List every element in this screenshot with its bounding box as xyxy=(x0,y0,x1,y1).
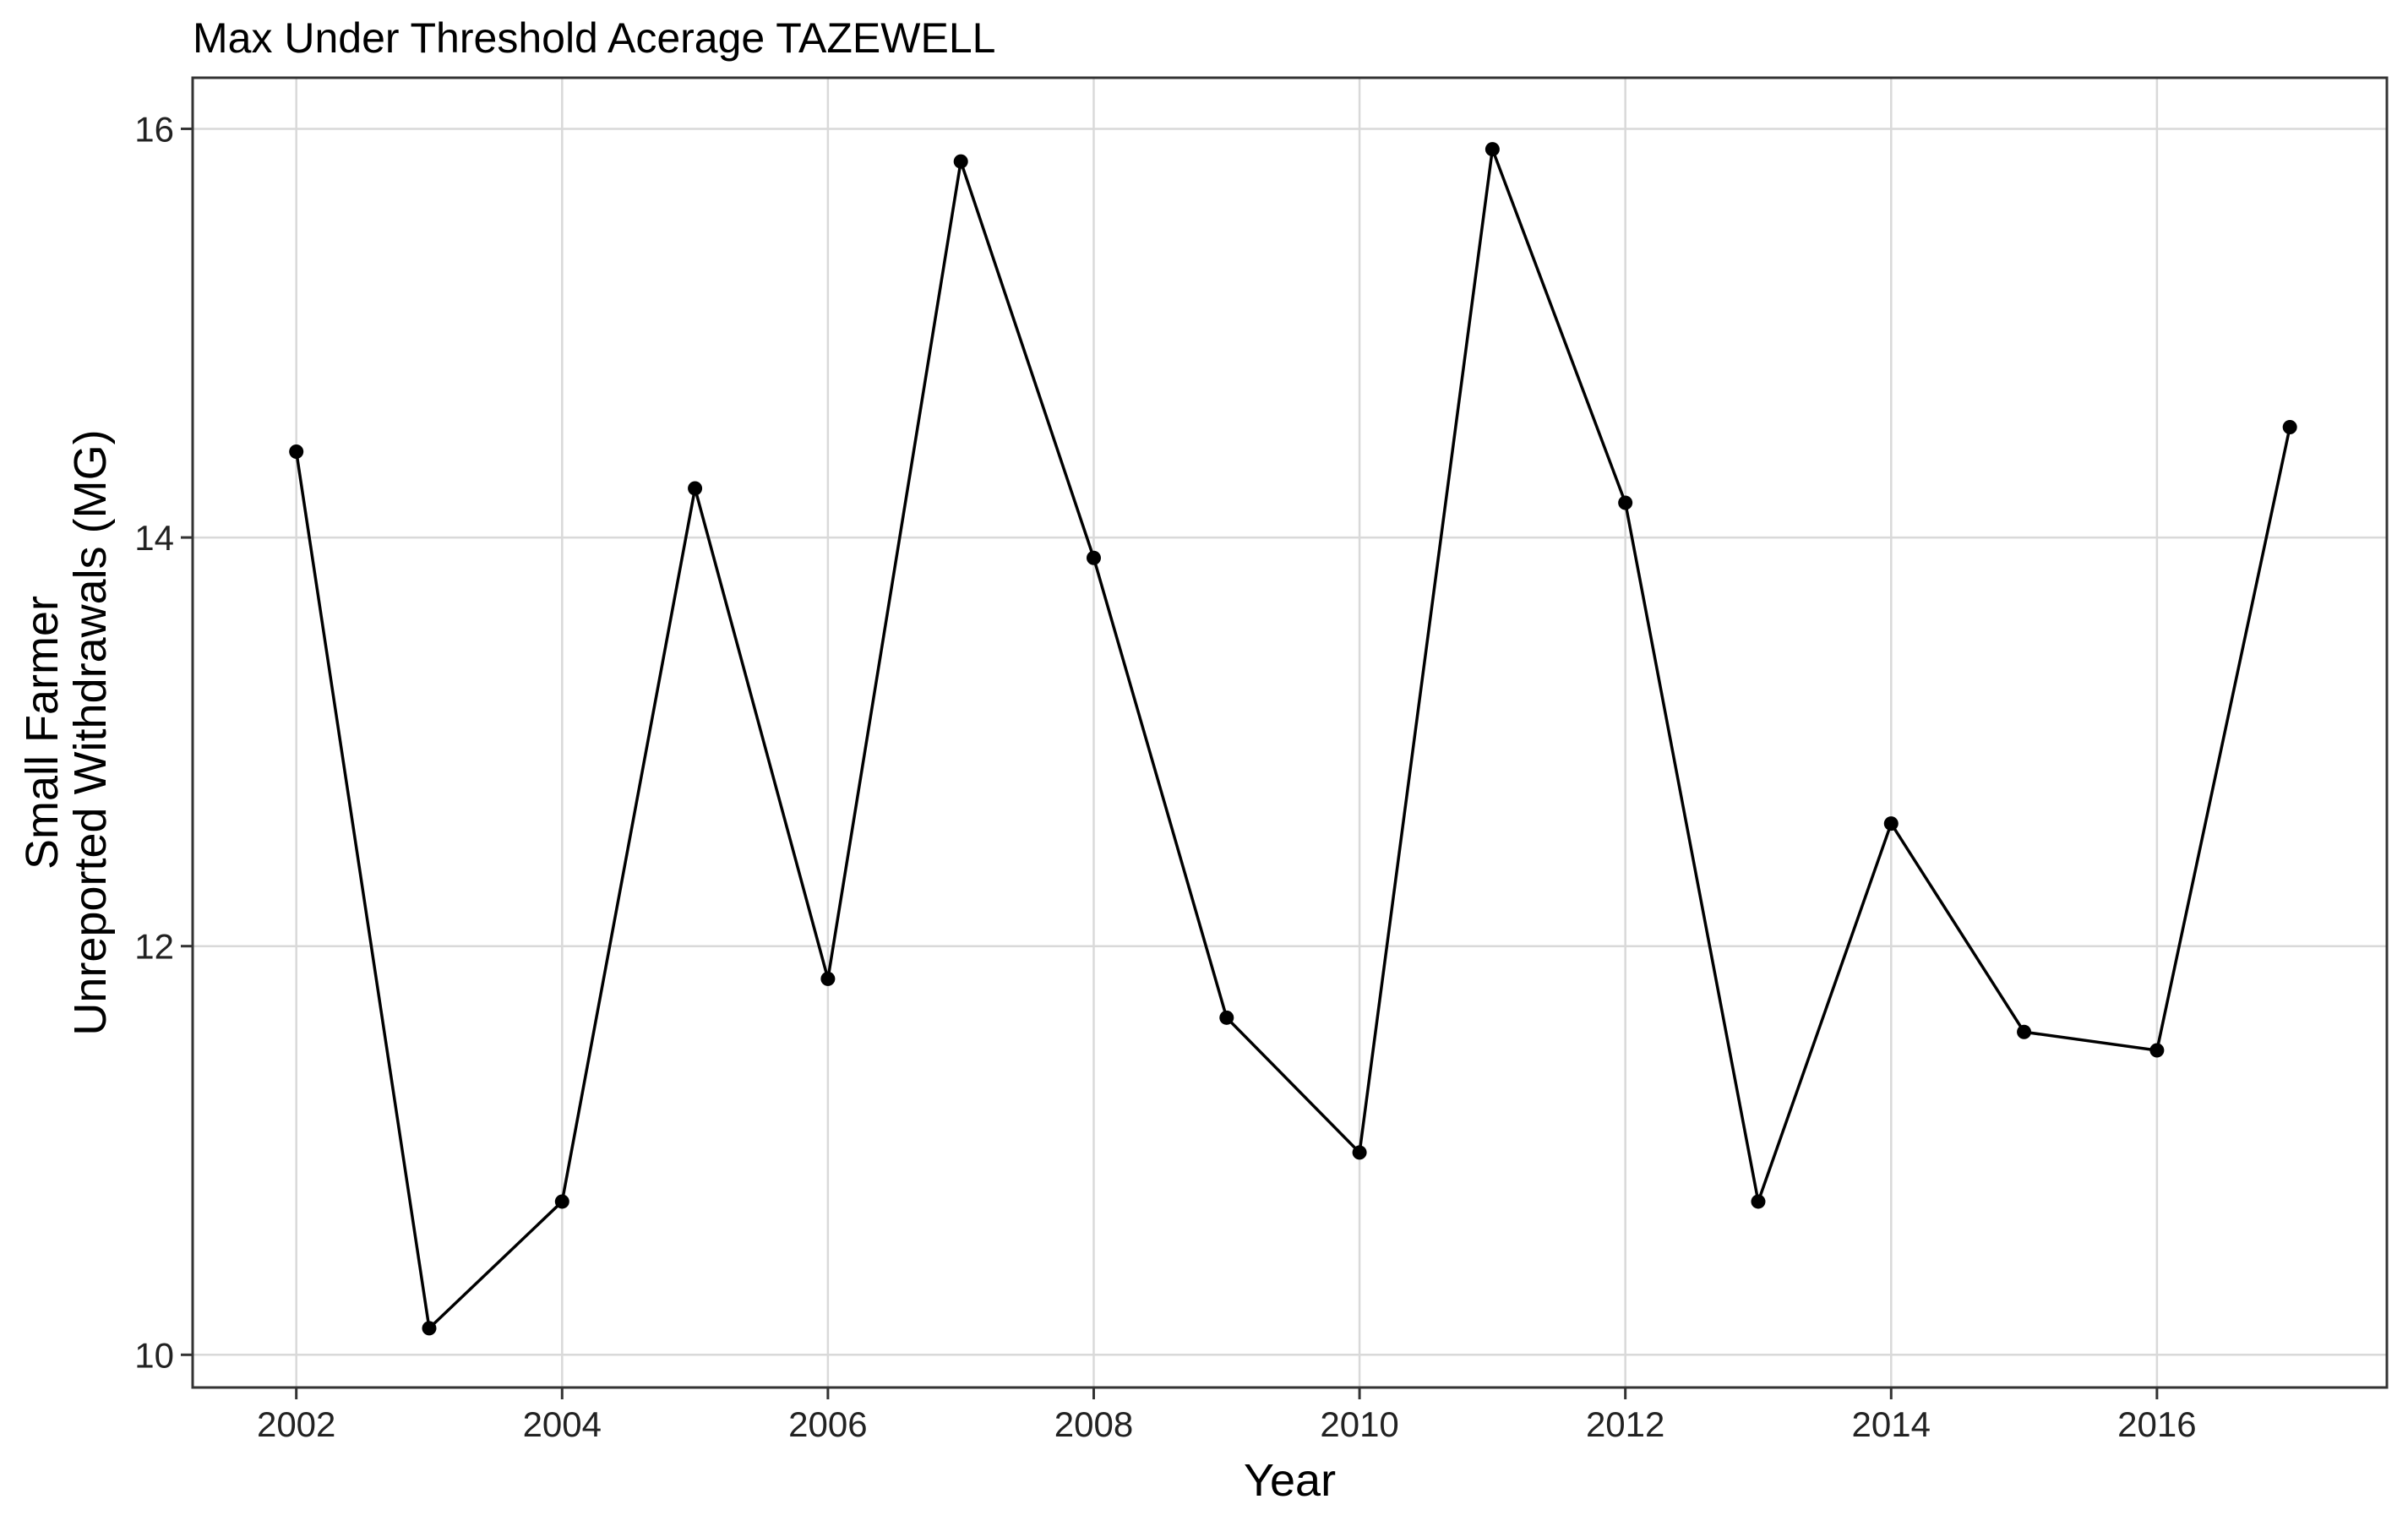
x-axis-title: Year xyxy=(1244,1455,1336,1506)
data-point xyxy=(1751,1194,1766,1209)
x-tick-label: 2012 xyxy=(1586,1404,1664,1444)
grid xyxy=(193,78,2387,1387)
data-point xyxy=(1883,816,1899,831)
x-tick-label: 2010 xyxy=(1320,1404,1398,1444)
data-point xyxy=(1352,1145,1367,1160)
x-tick-label: 2016 xyxy=(2117,1404,2196,1444)
series-line xyxy=(294,149,2291,1332)
x-tick-label: 2006 xyxy=(788,1404,867,1444)
x-tick-label: 2002 xyxy=(257,1404,335,1444)
x-axis: 2002 2004 2006 2008 2010 2012 2014 2016 xyxy=(257,1387,2197,1444)
x-tick-label: 2004 xyxy=(523,1404,602,1444)
x-tick-label: 2008 xyxy=(1054,1404,1133,1444)
data-point xyxy=(953,154,968,169)
y-axis-title-line: Unreported Withdrawals (MG) xyxy=(65,429,116,1035)
data-point xyxy=(820,971,836,986)
y-tick-label: 10 xyxy=(134,1335,174,1375)
data-point xyxy=(1618,495,1633,510)
data-point xyxy=(1219,1010,1234,1025)
data-point xyxy=(2149,1043,2165,1058)
data-point xyxy=(289,444,304,460)
series-layer xyxy=(289,142,2297,1336)
y-tick-label: 16 xyxy=(134,109,174,149)
data-point xyxy=(422,1321,437,1336)
data-point xyxy=(554,1194,569,1209)
data-point xyxy=(2017,1024,2032,1039)
data-point xyxy=(1485,142,1500,157)
y-axis: 10 12 14 16 xyxy=(134,109,193,1375)
data-point xyxy=(1086,550,1101,565)
data-point xyxy=(688,481,703,496)
y-axis-title: Small FarmerUnreported Withdrawals (MG) xyxy=(17,429,116,1035)
x-tick-label: 2014 xyxy=(1852,1404,1931,1444)
y-axis-title-line: Small Farmer xyxy=(17,596,68,870)
data-point xyxy=(2282,419,2297,434)
y-tick-label: 14 xyxy=(134,518,174,558)
chart-title: Max Under Threshold Acerage TAZEWELL xyxy=(193,14,995,62)
y-tick-label: 12 xyxy=(134,927,174,967)
panel-border xyxy=(191,76,2389,1389)
